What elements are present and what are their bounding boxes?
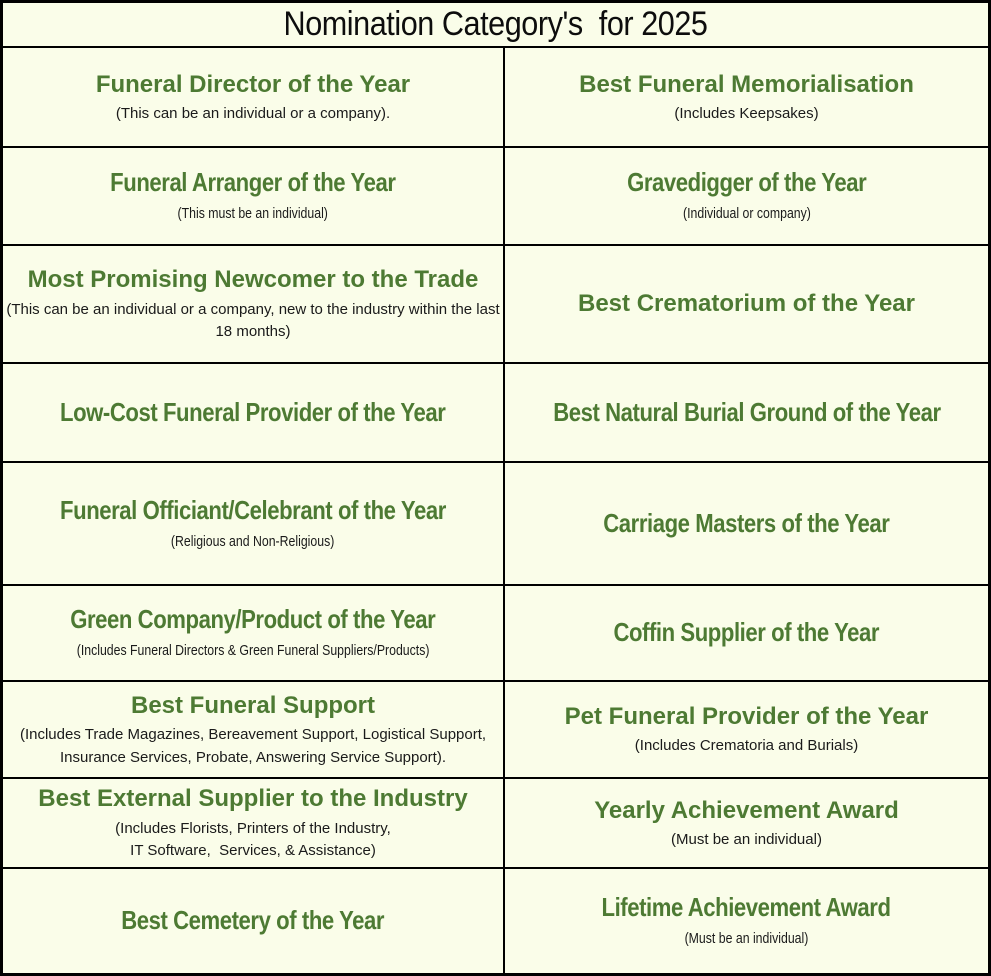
category-cell: Funeral Officiant/Celebrant of the Year (… xyxy=(3,463,503,584)
category-cell: Best Cemetery of the Year xyxy=(3,869,503,973)
table-header: Nomination Category's for 2025 xyxy=(3,3,988,48)
category-grid: Funeral Director of the Year (This can be… xyxy=(3,48,988,973)
category-row: Funeral Officiant/Celebrant of the Year (… xyxy=(3,463,988,586)
category-row: Best Cemetery of the Year Lifetime Achiev… xyxy=(3,869,988,973)
category-cell: Funeral Director of the Year (This can be… xyxy=(3,48,503,146)
category-subtitle: (Must be an individual) xyxy=(671,830,822,848)
category-cell: Coffin Supplier of the Year xyxy=(503,586,988,680)
category-title: Funeral Officiant/Celebrant of the Year xyxy=(60,494,446,525)
category-subtitle: (Includes Funeral Directors & Green Fune… xyxy=(76,642,430,660)
category-cell: Best Funeral Support (Includes Trade Maga… xyxy=(3,682,503,777)
category-title: Carriage Masters of the Year xyxy=(603,507,890,538)
category-title: Best Funeral Memorialisation xyxy=(579,70,914,98)
category-cell: Low-Cost Funeral Provider of the Year xyxy=(3,364,503,461)
category-subtitle: (Includes Florists, Printers of the Indu… xyxy=(115,819,391,860)
category-cell: Best Natural Burial Ground of the Year xyxy=(503,364,988,461)
category-title: Green Company/Product of the Year xyxy=(70,604,436,635)
category-cell: Funeral Arranger of the Year (This must b… xyxy=(3,148,503,244)
category-title: Pet Funeral Provider of the Year xyxy=(564,703,929,731)
category-cell: Yearly Achievement Award (Must be an indi… xyxy=(503,779,988,867)
category-subtitle: (This must be an individual) xyxy=(177,205,329,223)
category-row: Funeral Arranger of the Year (This must b… xyxy=(3,148,988,246)
category-title: Best Crematorium of the Year xyxy=(578,290,915,318)
category-subtitle: (Includes Keepsakes) xyxy=(674,104,819,122)
category-row: Low-Cost Funeral Provider of the Year Bes… xyxy=(3,364,988,463)
category-subtitle: (Includes Crematoria and Burials) xyxy=(634,737,859,755)
category-row: Best Funeral Support (Includes Trade Maga… xyxy=(3,682,988,779)
category-cell: Best Funeral Memorialisation (Includes Ke… xyxy=(503,48,988,146)
category-title: Funeral Arranger of the Year xyxy=(110,167,396,198)
category-title: Lifetime Achievement Award xyxy=(601,892,892,923)
category-subtitle: (Must be an individual) xyxy=(684,930,809,948)
category-title: Coffin Supplier of the Year xyxy=(613,617,880,648)
category-cell: Green Company/Product of the Year (Includ… xyxy=(3,586,503,680)
category-title: Yearly Achievement Award xyxy=(594,796,899,824)
category-cell: Pet Funeral Provider of the Year (Include… xyxy=(503,682,988,777)
category-title: Best Cemetery of the Year xyxy=(121,905,385,936)
category-subtitle: (Individual or company) xyxy=(682,205,811,223)
category-cell: Carriage Masters of the Year xyxy=(503,463,988,584)
category-title: Low-Cost Funeral Provider of the Year xyxy=(60,396,446,427)
category-subtitle: (Includes Trade Magazines, Bereavement S… xyxy=(19,726,491,766)
category-title: Best Natural Burial Ground of the Year xyxy=(552,396,941,427)
category-cell: Most Promising Newcomer to the Trade (Thi… xyxy=(3,246,503,362)
category-title: Most Promising Newcomer to the Trade xyxy=(27,266,479,294)
category-subtitle: (Religious and Non-Religious) xyxy=(171,532,335,550)
category-subtitle: (This can be an individual or a company)… xyxy=(115,104,391,122)
category-row: Most Promising Newcomer to the Trade (Thi… xyxy=(3,246,988,364)
category-title: Funeral Director of the Year xyxy=(95,70,411,98)
category-row: Funeral Director of the Year (This can be… xyxy=(3,48,988,148)
page-title: Nomination Category's for 2025 xyxy=(283,5,708,43)
category-cell: Best External Supplier to the Industry (I… xyxy=(3,779,503,867)
category-subtitle: (This can be an individual or a company,… xyxy=(6,300,500,341)
category-title: Best Funeral Support xyxy=(130,691,376,719)
category-title: Best External Supplier to the Industry xyxy=(38,785,468,813)
category-cell: Best Crematorium of the Year xyxy=(503,246,988,362)
category-title: Gravedigger of the Year xyxy=(626,167,867,198)
category-row: Best External Supplier to the Industry (I… xyxy=(3,779,988,869)
category-row: Green Company/Product of the Year (Includ… xyxy=(3,586,988,682)
category-cell: Gravedigger of the Year (Individual or co… xyxy=(503,148,988,244)
category-cell: Lifetime Achievement Award (Must be an in… xyxy=(503,869,988,973)
